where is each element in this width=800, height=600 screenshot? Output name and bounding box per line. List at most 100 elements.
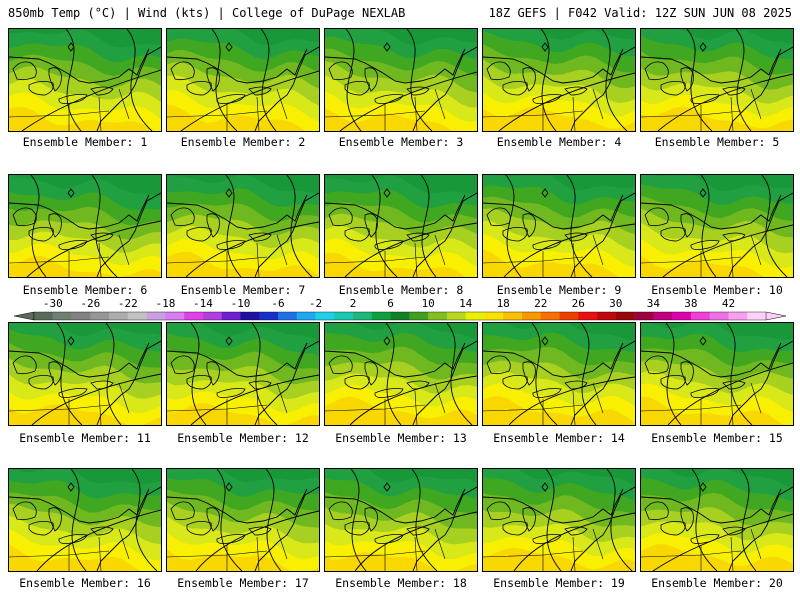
ensemble-member-label: Ensemble Member: 2 (180, 135, 306, 149)
ensemble-member-label: Ensemble Member: 6 (22, 283, 148, 297)
colorbar-segment (597, 312, 617, 320)
colorbar-tick-label: 22 (534, 297, 547, 310)
ensemble-member-map (166, 174, 320, 278)
ensemble-member-map (324, 174, 478, 278)
temperature-band (325, 396, 477, 425)
colorbar-segment (353, 312, 373, 320)
ensemble-member-map (482, 322, 636, 426)
colorbar-segment (465, 312, 485, 320)
colorbar-segment (296, 312, 316, 320)
colorbar-segment (71, 312, 91, 320)
colorbar-tick-label: 26 (572, 297, 585, 310)
ensemble-member-label: Ensemble Member: 7 (180, 283, 306, 297)
temperature-band (325, 252, 477, 277)
colorbar-segment (34, 312, 54, 320)
ensemble-member-map (640, 174, 794, 278)
chart-title: 850mb Temp (°C) | Wind (kts) | College o… (8, 6, 406, 20)
colorbar-tick-label: 14 (459, 297, 473, 310)
colorbar-segment (409, 312, 429, 320)
colorbar-segment (428, 312, 448, 320)
temperature-band (483, 547, 635, 571)
colorbar-segment (146, 312, 166, 320)
temperature-band (9, 544, 161, 571)
ensemble-member-map (8, 174, 162, 278)
colorbar-segment (202, 312, 222, 320)
ensemble-member-label: Ensemble Member: 20 (651, 576, 783, 590)
ensemble-member-label: Ensemble Member: 17 (177, 576, 309, 590)
colorbar-tick-label: -26 (80, 297, 100, 310)
colorbar-left-arrow (13, 311, 35, 321)
colorbar-segment (503, 312, 523, 320)
colorbar-segment (634, 312, 654, 320)
ensemble-member-map (166, 468, 320, 572)
ensemble-member-label: Ensemble Member: 4 (496, 135, 622, 149)
colorbar-segment (709, 312, 729, 320)
colorbar-tick-label: 2 (350, 297, 357, 310)
temperature-colorbar: -30 -26 -22 -18 -14 -10 -6 -2 2 6 10 14 18 22 26 30 34 38… (13, 297, 787, 321)
colorbar-tick-label: 38 (684, 297, 697, 310)
temperature-band (641, 544, 793, 571)
colorbar-tick-label: -2 (309, 297, 322, 310)
ensemble-member-map (482, 468, 636, 572)
ensemble-member-label: Ensemble Member: 13 (335, 431, 467, 445)
ensemble-member-map (640, 28, 794, 132)
ensemble-member-map (8, 28, 162, 132)
colorbar-tick-label: -6 (271, 297, 284, 310)
colorbar-tick-label: 10 (422, 297, 435, 310)
colorbar-segment (728, 312, 748, 320)
ensemble-member-map (166, 322, 320, 426)
colorbar-tick-label: 30 (609, 297, 622, 310)
colorbar-segment (747, 312, 767, 320)
colorbar-segment (90, 312, 110, 320)
ensemble-member-label: Ensemble Member: 9 (496, 283, 622, 297)
ensemble-member-label: Ensemble Member: 14 (493, 431, 625, 445)
ensemble-member-label: Ensemble Member: 18 (335, 576, 467, 590)
temperature-band (9, 107, 161, 131)
ensemble-member-label: Ensemble Member: 16 (19, 576, 151, 590)
colorbar-segment (559, 312, 579, 320)
colorbar-segment (221, 312, 241, 320)
ensemble-member-label: Ensemble Member: 15 (651, 431, 783, 445)
colorbar-segment (371, 312, 391, 320)
colorbar-segment (165, 312, 185, 320)
ensemble-member-label: Ensemble Member: 10 (651, 283, 783, 297)
ensemble-member-label: Ensemble Member: 3 (338, 135, 464, 149)
temperature-band (167, 549, 319, 571)
ensemble-member-map (324, 468, 478, 572)
temperature-band (641, 255, 793, 277)
colorbar-segment (446, 312, 466, 320)
colorbar-tick-label: -30 (43, 297, 63, 310)
temperature-band (167, 251, 319, 277)
colorbar-tick-label: -10 (231, 297, 251, 310)
colorbar-segment (672, 312, 692, 320)
temperature-band (167, 104, 319, 131)
colorbar-segment (315, 312, 335, 320)
ensemble-member-label: Ensemble Member: 1 (22, 135, 148, 149)
colorbar-segment (690, 312, 710, 320)
colorbar-segment (240, 312, 260, 320)
ensemble-member-map (8, 468, 162, 572)
temperature-band (483, 249, 635, 277)
ensemble-member-map (482, 174, 636, 278)
temperature-band (325, 552, 477, 571)
ensemble-member-label: Ensemble Member: 19 (493, 576, 625, 590)
colorbar-tick-label: 6 (387, 297, 394, 310)
colorbar-segment (109, 312, 129, 320)
colorbar-segment (578, 312, 598, 320)
ensemble-member-label: Ensemble Member: 12 (177, 431, 309, 445)
colorbar-segment (540, 312, 560, 320)
colorbar-segment (184, 312, 204, 320)
colorbar-tick-label: -22 (118, 297, 138, 310)
colorbar-tick-label: 34 (647, 297, 661, 310)
ensemble-member-map (8, 322, 162, 426)
colorbar-tick-label: -18 (155, 297, 175, 310)
colorbar-segment (334, 312, 354, 320)
ensemble-member-map (482, 28, 636, 132)
ensemble-member-map (640, 322, 794, 426)
temperature-band (641, 106, 793, 131)
colorbar-segment (52, 312, 72, 320)
colorbar-segment (127, 312, 147, 320)
colorbar-segment (522, 312, 542, 320)
colorbar-segment (615, 312, 635, 320)
colorbar-right-arrow (765, 311, 787, 321)
